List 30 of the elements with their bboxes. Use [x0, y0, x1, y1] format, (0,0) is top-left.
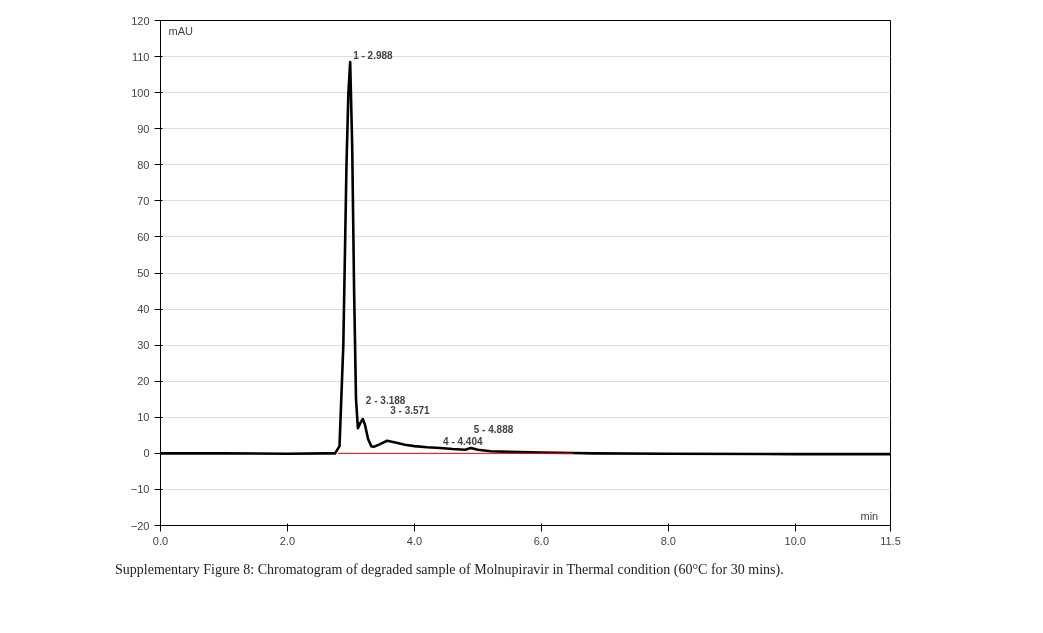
y-tick-label: 70 [137, 194, 150, 207]
x-tick-label: 2.0 [279, 534, 296, 547]
y-axis-title: mAU [168, 24, 193, 37]
annotation: 4 - 4.404 [443, 435, 483, 447]
annotation: 2 - 3.188 [365, 395, 406, 407]
y-tick-label: 100 [131, 86, 150, 99]
y-tick-label: 20 [137, 375, 150, 388]
y-tick-label: 10 [137, 411, 150, 424]
y-tick-label: 90 [137, 122, 150, 135]
y-tick-label: 110 [131, 50, 150, 63]
x-tick-label: 11.5 [880, 534, 901, 547]
x-axis-title: min [860, 509, 879, 522]
y-tick-label: −10 [130, 483, 150, 496]
y-tick-label: 40 [137, 303, 150, 316]
x-tick-label: 0.0 [152, 534, 169, 547]
y-tick-label: 80 [137, 158, 150, 171]
annotation: 3 - 3.571 [390, 404, 431, 416]
y-tick-label: 50 [137, 267, 150, 279]
annotation: 5 - 4.888 [473, 423, 514, 435]
y-tick-label: 60 [137, 230, 150, 243]
y-tick-label: −20 [130, 519, 150, 532]
y-tick-label: 30 [137, 339, 150, 352]
x-tick-label: 6.0 [533, 534, 550, 547]
y-tick-label: 0 [143, 447, 150, 460]
x-tick-label: 10.0 [784, 534, 806, 547]
annotation: 1 - 2.988 [353, 49, 394, 61]
y-tick-label: 120 [131, 14, 150, 27]
x-tick-label: 4.0 [406, 534, 423, 547]
text: Supplementary Figure 8: Chromatogram of degraded sample of Molnupiravir in Thermal condition (60°C for 30 mins). [115, 561, 784, 579]
x-tick-label: 8.0 [660, 534, 676, 547]
